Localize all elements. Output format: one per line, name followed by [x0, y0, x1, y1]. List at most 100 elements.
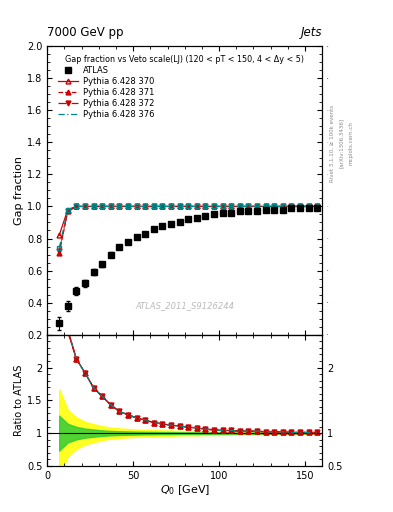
Pythia 6.428 376	[117, 203, 122, 209]
Pythia 6.428 376	[229, 203, 233, 209]
Pythia 6.428 370	[117, 203, 122, 209]
Pythia 6.428 371	[57, 250, 62, 256]
Pythia 6.428 372	[108, 203, 113, 209]
Pythia 6.428 370	[315, 203, 320, 209]
Pythia 6.428 372	[160, 203, 165, 209]
Pythia 6.428 370	[151, 203, 156, 209]
Pythia 6.428 372	[220, 203, 225, 209]
Pythia 6.428 371	[195, 203, 199, 209]
Pythia 6.428 370	[160, 203, 165, 209]
Pythia 6.428 372	[126, 203, 130, 209]
Pythia 6.428 371	[177, 203, 182, 209]
Text: ATLAS_2011_S9126244: ATLAS_2011_S9126244	[135, 302, 234, 310]
Line: Pythia 6.428 371: Pythia 6.428 371	[57, 204, 320, 255]
Pythia 6.428 376	[108, 203, 113, 209]
Pythia 6.428 371	[134, 203, 139, 209]
Pythia 6.428 372	[211, 203, 216, 209]
Pythia 6.428 370	[91, 203, 96, 209]
Pythia 6.428 376	[57, 245, 62, 251]
Pythia 6.428 372	[117, 203, 122, 209]
Pythia 6.428 370	[280, 203, 285, 209]
Pythia 6.428 371	[306, 203, 311, 209]
Pythia 6.428 372	[151, 203, 156, 209]
Pythia 6.428 371	[151, 203, 156, 209]
Pythia 6.428 376	[100, 203, 105, 209]
Pythia 6.428 371	[100, 203, 105, 209]
Pythia 6.428 370	[211, 203, 216, 209]
Pythia 6.428 372	[263, 203, 268, 209]
Pythia 6.428 371	[211, 203, 216, 209]
Pythia 6.428 372	[255, 203, 259, 209]
Pythia 6.428 376	[195, 203, 199, 209]
Pythia 6.428 376	[306, 203, 311, 209]
Pythia 6.428 376	[160, 203, 165, 209]
Pythia 6.428 372	[83, 203, 87, 209]
Pythia 6.428 371	[246, 203, 251, 209]
Pythia 6.428 371	[220, 203, 225, 209]
Pythia 6.428 376	[315, 203, 320, 209]
Pythia 6.428 370	[169, 203, 173, 209]
Pythia 6.428 370	[298, 203, 302, 209]
Pythia 6.428 371	[143, 203, 147, 209]
Pythia 6.428 370	[203, 203, 208, 209]
Pythia 6.428 376	[91, 203, 96, 209]
Pythia 6.428 370	[229, 203, 233, 209]
Pythia 6.428 376	[220, 203, 225, 209]
Pythia 6.428 376	[246, 203, 251, 209]
Pythia 6.428 371	[315, 203, 320, 209]
Pythia 6.428 370	[237, 203, 242, 209]
Pythia 6.428 376	[143, 203, 147, 209]
Pythia 6.428 370	[100, 203, 105, 209]
Pythia 6.428 371	[280, 203, 285, 209]
Pythia 6.428 371	[160, 203, 165, 209]
Pythia 6.428 371	[108, 203, 113, 209]
Pythia 6.428 371	[272, 203, 277, 209]
Pythia 6.428 376	[186, 203, 191, 209]
Pythia 6.428 376	[83, 203, 87, 209]
Pythia 6.428 376	[151, 203, 156, 209]
Pythia 6.428 372	[134, 203, 139, 209]
Pythia 6.428 371	[255, 203, 259, 209]
Pythia 6.428 376	[263, 203, 268, 209]
Pythia 6.428 372	[169, 203, 173, 209]
Pythia 6.428 371	[186, 203, 191, 209]
Pythia 6.428 370	[108, 203, 113, 209]
Pythia 6.428 372	[246, 203, 251, 209]
Pythia 6.428 370	[272, 203, 277, 209]
Pythia 6.428 372	[143, 203, 147, 209]
Pythia 6.428 371	[83, 203, 87, 209]
Pythia 6.428 371	[65, 208, 70, 215]
Pythia 6.428 370	[306, 203, 311, 209]
Pythia 6.428 371	[117, 203, 122, 209]
Line: Pythia 6.428 372: Pythia 6.428 372	[57, 204, 320, 254]
Pythia 6.428 370	[263, 203, 268, 209]
Pythia 6.428 372	[91, 203, 96, 209]
Pythia 6.428 370	[220, 203, 225, 209]
Line: Pythia 6.428 370: Pythia 6.428 370	[57, 204, 320, 238]
Pythia 6.428 371	[229, 203, 233, 209]
Pythia 6.428 376	[203, 203, 208, 209]
Pythia 6.428 372	[65, 208, 70, 215]
Y-axis label: Gap fraction: Gap fraction	[14, 156, 24, 225]
Pythia 6.428 371	[126, 203, 130, 209]
Pythia 6.428 372	[203, 203, 208, 209]
Pythia 6.428 376	[280, 203, 285, 209]
Pythia 6.428 370	[83, 203, 87, 209]
Pythia 6.428 376	[211, 203, 216, 209]
Text: Gap fraction vs Veto scale(LJ) (120 < pT < 150, 4 < Δy < 5): Gap fraction vs Veto scale(LJ) (120 < pT…	[65, 55, 304, 63]
Pythia 6.428 371	[91, 203, 96, 209]
Pythia 6.428 376	[74, 203, 79, 209]
Text: Jets: Jets	[301, 26, 322, 39]
Pythia 6.428 376	[177, 203, 182, 209]
Pythia 6.428 370	[255, 203, 259, 209]
Pythia 6.428 372	[186, 203, 191, 209]
Pythia 6.428 376	[237, 203, 242, 209]
Pythia 6.428 372	[289, 203, 294, 209]
Pythia 6.428 370	[195, 203, 199, 209]
Pythia 6.428 371	[298, 203, 302, 209]
Y-axis label: Ratio to ATLAS: Ratio to ATLAS	[14, 365, 24, 436]
Pythia 6.428 376	[169, 203, 173, 209]
Pythia 6.428 372	[177, 203, 182, 209]
Pythia 6.428 376	[126, 203, 130, 209]
Pythia 6.428 370	[126, 203, 130, 209]
